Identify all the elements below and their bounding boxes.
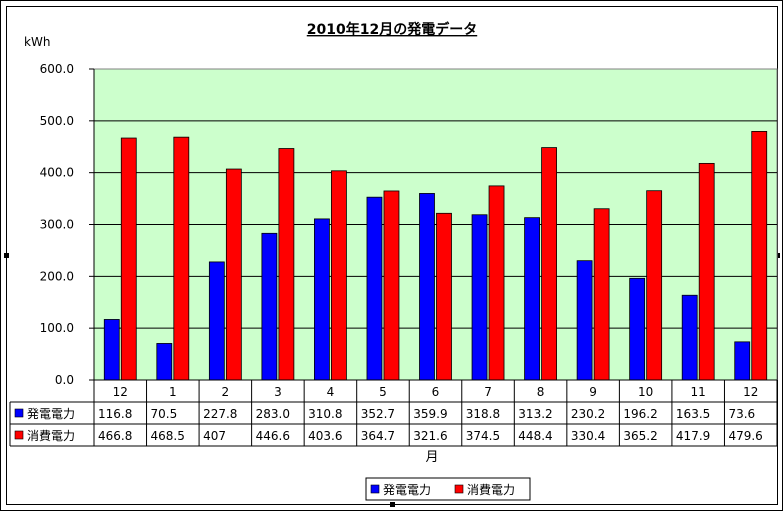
table-legend-key-generation [14,408,24,418]
data-label: 310.8 [308,407,342,421]
bar-consumption [173,136,190,381]
data-label: 448.4 [518,429,552,443]
legend-label-consumption: 消費電力 [467,482,515,497]
x-tick-label: 1 [169,385,177,399]
table-legend-key-consumption [14,430,24,440]
chart-title: 2010年12月の発電データ [307,21,477,38]
table-series-name-consumption: 消費電力 [27,428,75,443]
bar-consumption [698,162,715,381]
x-tick-label: 8 [537,385,545,399]
bar-generation [419,193,435,381]
data-label: 359.9 [413,407,447,421]
data-label: 374.5 [466,429,500,443]
bar-generation [471,214,488,381]
legend: 発電電力 消費電力 [365,477,531,501]
x-tick-label: 9 [589,385,597,399]
y-axis-ticks: 0.0 100.0 200.0 300.0 400.0 500.0 600.0 [40,62,95,387]
bar-generation [314,218,330,381]
data-label: 73.6 [728,407,755,421]
data-label: 403.6 [308,429,342,443]
y-tick-label: 500.0 [40,114,74,128]
bar-consumption [436,212,452,381]
x-axis-label: 月 [425,450,438,465]
x-tick-label: 6 [432,385,440,399]
x-tick-label: 2 [222,385,230,399]
bar-generation [366,196,383,381]
x-tick-label: 12 [113,385,128,399]
bar-consumption [331,170,347,381]
bar-consumption [541,147,557,381]
legend-box [365,477,531,501]
data-label: 407 [203,429,226,443]
y-tick-label: 100.0 [40,321,74,335]
data-label: 227.8 [203,407,237,421]
x-tick-label: 11 [691,385,706,399]
data-label: 365.2 [623,429,657,443]
bar-generation [681,294,698,381]
bar-generation [576,260,593,381]
y-tick-label: 200.0 [40,269,74,283]
data-label: 70.5 [151,407,178,421]
data-label: 466.8 [98,429,132,443]
data-label: 163.5 [676,407,710,421]
bar-generation [629,277,646,381]
bar-generation [734,341,751,381]
data-label: 230.2 [571,407,605,421]
data-label: 479.6 [728,429,762,443]
y-axis-label: kWh [24,35,50,49]
y-tick-label: 400.0 [40,166,74,180]
data-label: 417.9 [676,429,710,443]
bar-consumption [488,185,505,381]
data-label: 352.7 [361,407,395,421]
data-label: 283.0 [256,407,290,421]
data-label: 116.8 [98,407,132,421]
bar-consumption [593,208,610,381]
x-tick-label: 5 [379,385,387,399]
legend-key-consumption [454,484,464,494]
bar-generation [208,261,225,381]
data-label: 330.4 [571,429,605,443]
data-label: 468.5 [151,429,185,443]
bar-consumption [225,168,242,381]
bar-generation [156,343,173,381]
x-tick-label: 4 [327,385,335,399]
data-label: 313.2 [518,407,552,421]
bar-generation [524,217,540,381]
x-tick-label: 7 [484,385,492,399]
data-label: 196.2 [623,407,657,421]
bar-consumption [383,190,400,381]
bar-consumption [646,190,663,381]
x-tick-label: 10 [638,385,653,399]
resize-handle-left[interactable] [4,253,9,258]
bar-generation [261,232,278,381]
data-label: 364.7 [361,429,395,443]
bar-consumption [278,148,295,381]
table-series-name-generation: 発電電力 [27,407,75,421]
data-label: 318.8 [466,407,500,421]
legend-key-generation [370,484,380,494]
bar-consumption [120,137,137,381]
bar-generation [103,319,120,381]
data-label: 321.6 [413,429,447,443]
x-tick-label: 12 [743,385,758,399]
data-label: 446.6 [256,429,290,443]
resize-handle-bottom[interactable] [390,502,395,507]
bar-consumption [751,131,768,381]
legend-label-generation: 発電電力 [383,483,431,497]
bars [103,131,768,381]
y-tick-label: 0.0 [55,373,74,387]
y-tick-label: 300.0 [40,218,74,232]
gridlines [94,120,777,329]
x-tick-label: 3 [274,385,282,399]
y-tick-label: 600.0 [40,62,74,76]
